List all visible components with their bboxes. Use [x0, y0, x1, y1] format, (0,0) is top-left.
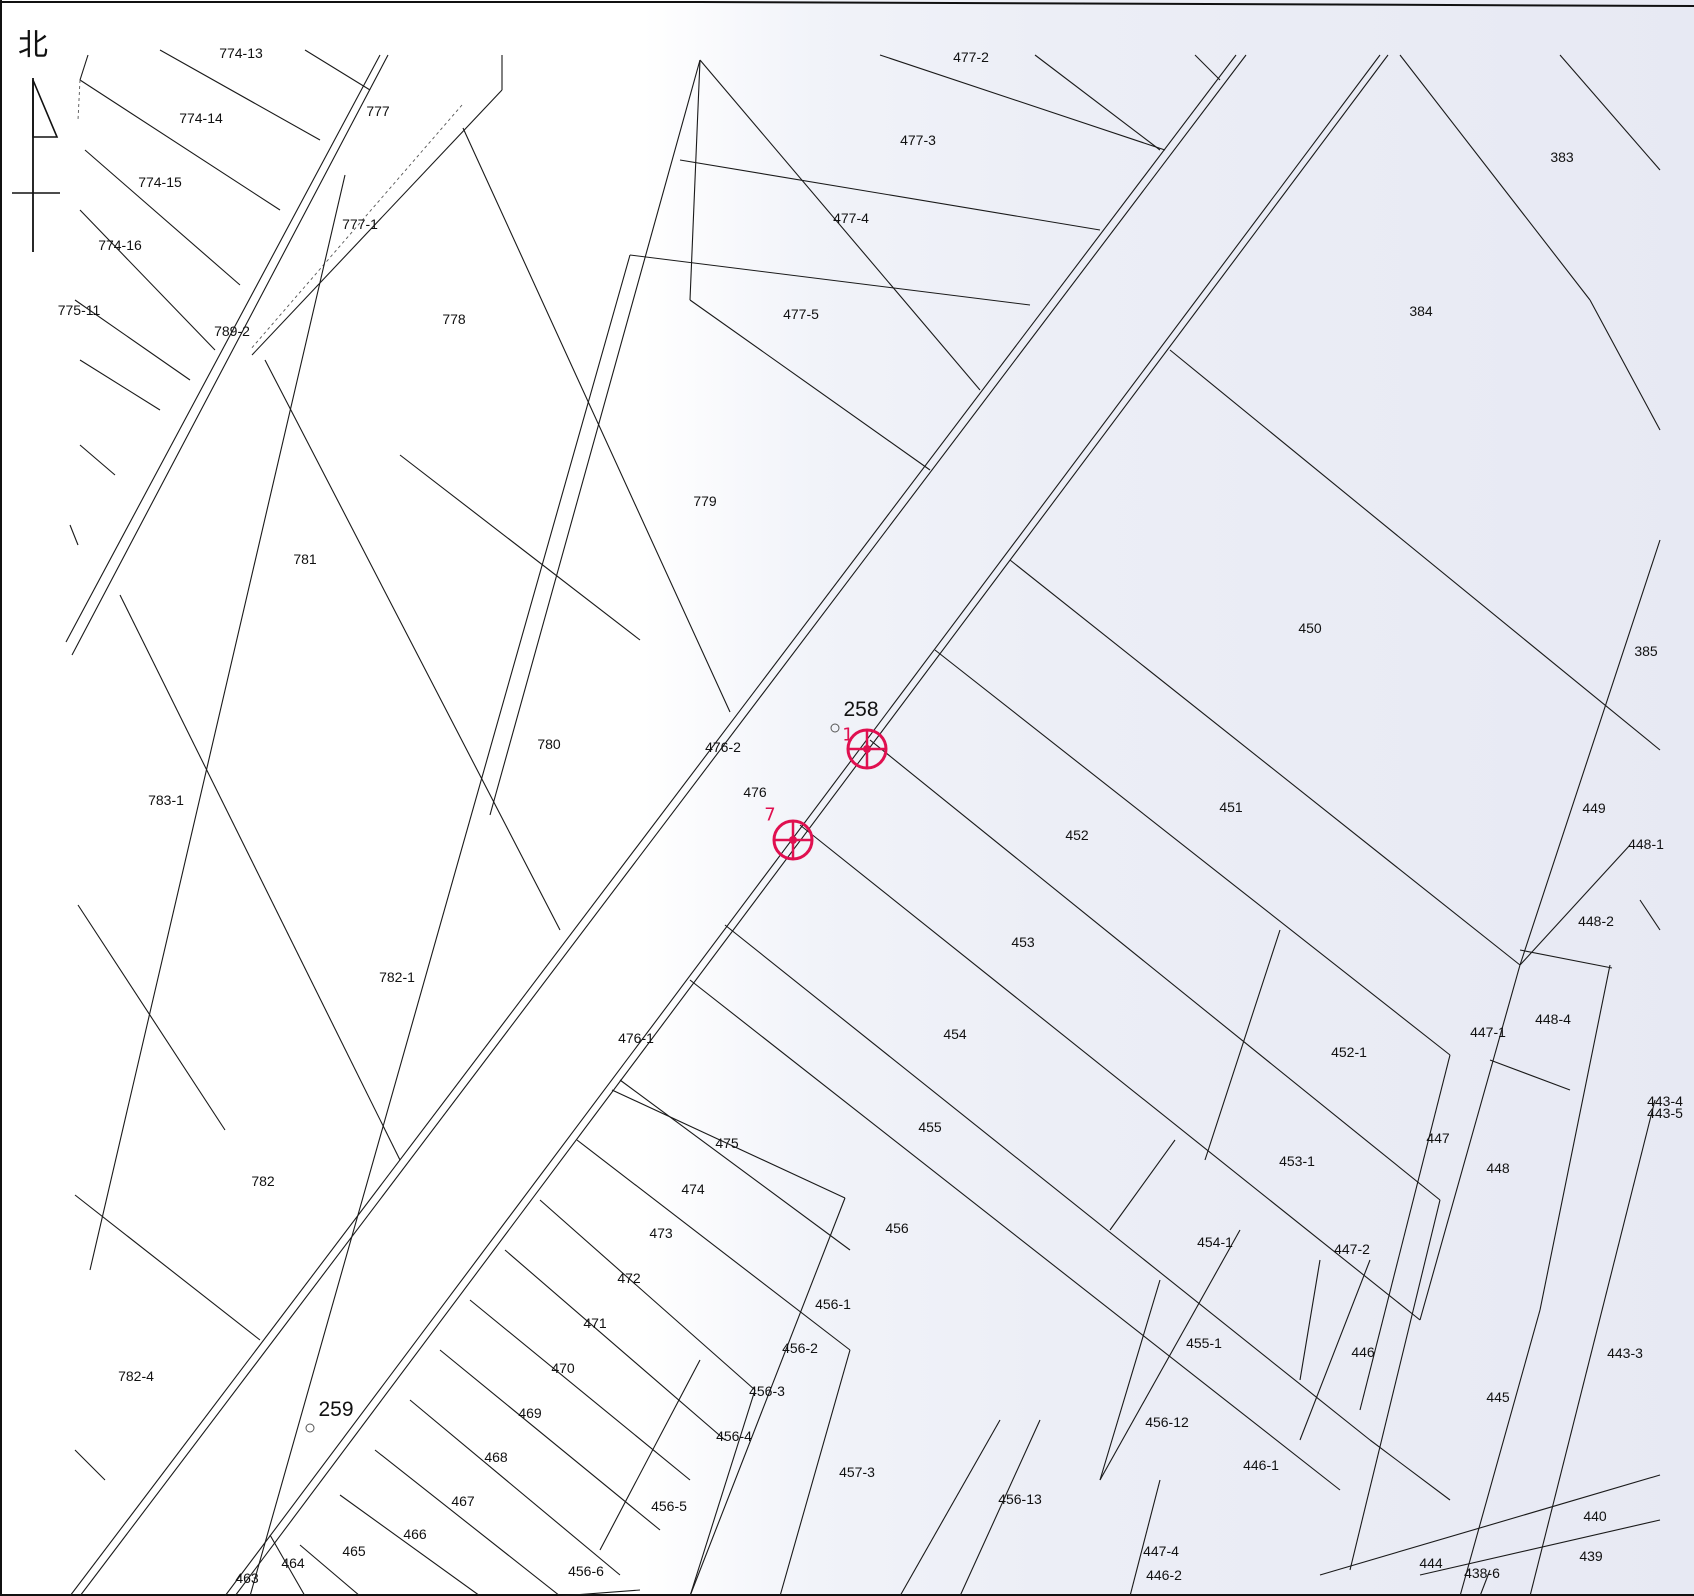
parcel-label: 783-1: [148, 792, 184, 808]
south-parcel-lines: [269, 1089, 1001, 1596]
parcel-label: 474: [681, 1181, 705, 1197]
parcel-label: 789-2: [214, 323, 250, 339]
parcel-label: 777-1: [342, 216, 378, 232]
parcel-label: 454-1: [1197, 1234, 1233, 1250]
parcel-label: 477-2: [953, 49, 989, 65]
north-parcel-lines: [629, 54, 1221, 471]
map-frame-top: [0, 0, 1694, 7]
parcel-label: 777: [366, 103, 390, 119]
parcel-label: 456-12: [1145, 1414, 1189, 1430]
nw-parcel-lines: [69, 49, 371, 546]
parcel-label: 774-13: [219, 45, 263, 61]
parcel-label: 452-1: [1331, 1044, 1367, 1060]
parcel-label: 440: [1583, 1508, 1607, 1524]
parcel-label: 451: [1219, 799, 1243, 815]
parcel-label: 383: [1550, 149, 1574, 165]
parcel-label: 456-3: [749, 1383, 785, 1399]
parcel-label: 471: [583, 1315, 607, 1331]
parcel-label: 780: [537, 736, 561, 752]
parcel-label: 463: [235, 1570, 259, 1586]
parcel-label: 464: [281, 1555, 305, 1571]
parcel-label: 476-2: [705, 739, 741, 755]
parcel-label: 454: [943, 1026, 967, 1042]
parcel-label: 453-1: [1279, 1153, 1315, 1169]
parcel-label: 444: [1419, 1555, 1443, 1571]
parcel-label: 456-1: [815, 1296, 851, 1312]
parcel-label: 457-3: [839, 1464, 875, 1480]
parcel-label: 467: [451, 1493, 475, 1509]
stamp-number-7: 7: [764, 804, 776, 826]
parcel-label: 448-4: [1535, 1011, 1571, 1027]
parcel-label: 774-16: [98, 237, 142, 253]
road-label-258: 258: [843, 698, 879, 721]
east-parcel-lines: [619, 54, 1661, 1596]
parcel-label: 443-4: [1647, 1093, 1683, 1109]
parcel-label: 476-1: [618, 1030, 654, 1046]
north-arrow-icon: [12, 78, 60, 252]
parcel-label: 449: [1582, 800, 1606, 816]
stamp-number-1: 1: [842, 724, 854, 746]
parcel-label: 452: [1065, 827, 1089, 843]
parcel-label: 782-1: [379, 969, 415, 985]
parcel-label: 475: [715, 1135, 739, 1151]
parcel-label: 438-6: [1464, 1565, 1500, 1581]
parcel-label: 446-1: [1243, 1457, 1279, 1473]
parcel-label: 774-14: [179, 110, 223, 126]
parcel-label: 445: [1486, 1389, 1510, 1405]
parcel-label: 469: [518, 1405, 542, 1421]
parcel-label: 465: [342, 1543, 366, 1559]
parcel-label: 456-6: [568, 1563, 604, 1579]
parcel-label: 447-2: [1334, 1241, 1370, 1257]
parcel-label: 774-15: [138, 174, 182, 190]
parcel-label: 439: [1579, 1548, 1603, 1564]
parcel-label: 782: [251, 1173, 275, 1189]
parcel-label: 472: [617, 1270, 641, 1286]
parcel-label: 456-4: [716, 1428, 752, 1444]
parcel-label: 477-4: [833, 210, 869, 226]
parcel-label: 466: [403, 1526, 427, 1542]
parcel-label: 781: [293, 551, 317, 567]
parcel-label: 448-2: [1578, 913, 1614, 929]
parcel-label: 476: [743, 784, 767, 800]
parcel-label: 782-4: [118, 1368, 154, 1384]
parcel-label: 779: [693, 493, 717, 509]
road-label-259: 259: [318, 1398, 354, 1421]
parcel-label: 447: [1426, 1130, 1450, 1146]
parcel-label: 477-3: [900, 132, 936, 148]
parcel-label: 385: [1634, 643, 1658, 659]
north-label: 北: [18, 28, 48, 63]
parcel-label: 456: [885, 1220, 909, 1236]
parcel-label: 456-2: [782, 1340, 818, 1356]
parcel-label: 446: [1351, 1344, 1375, 1360]
west-road: [65, 54, 503, 656]
parcel-label: 775-11: [57, 302, 101, 318]
parcel-label: 453: [1011, 934, 1035, 950]
parcel-label: 456-5: [651, 1498, 687, 1514]
parcel-label: 448: [1486, 1160, 1510, 1176]
parcel-label: 448-1: [1628, 836, 1664, 852]
parcel-label: 473: [649, 1225, 673, 1241]
parcel-label: 455: [918, 1119, 942, 1135]
parcel-label: 443-3: [1607, 1345, 1643, 1361]
road-band: [69, 54, 1389, 1596]
west-parcel-lines: [74, 59, 731, 1596]
parcel-label: 447-1: [1470, 1024, 1506, 1040]
parcel-label: 456-13: [998, 1491, 1042, 1507]
parcel-label: 778: [442, 311, 466, 327]
parcel-label: 455-1: [1186, 1335, 1222, 1351]
parcel-label: 468: [484, 1449, 508, 1465]
parcel-label: 470: [551, 1360, 575, 1376]
parcel-label: 443-5: [1647, 1105, 1683, 1121]
parcel-label: 384: [1409, 303, 1433, 319]
parcel-label: 446-2: [1146, 1567, 1182, 1583]
parcel-label: 450: [1298, 620, 1322, 636]
parcel-label: 447-4: [1143, 1543, 1179, 1559]
parcel-label: 477-5: [783, 306, 819, 322]
